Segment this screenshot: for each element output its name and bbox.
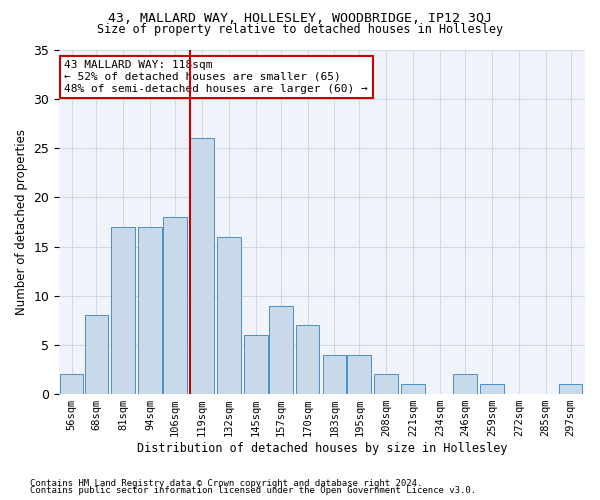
Text: 43, MALLARD WAY, HOLLESLEY, WOODBRIDGE, IP12 3QJ: 43, MALLARD WAY, HOLLESLEY, WOODBRIDGE, … (108, 12, 492, 26)
Bar (296, 326, 319, 394)
Y-axis label: Number of detached properties: Number of detached properties (15, 129, 28, 315)
Bar (85, 316, 109, 394)
Text: Contains public sector information licensed under the Open Government Licence v3: Contains public sector information licen… (30, 486, 476, 495)
Bar (453, 374, 477, 394)
Bar (323, 355, 346, 394)
Bar (59, 374, 83, 394)
X-axis label: Distribution of detached houses by size in Hollesley: Distribution of detached houses by size … (137, 442, 508, 455)
Bar (374, 374, 398, 394)
Bar (401, 384, 425, 394)
Text: Size of property relative to detached houses in Hollesley: Size of property relative to detached ho… (97, 22, 503, 36)
Bar (190, 138, 214, 394)
Bar (112, 227, 135, 394)
Bar (139, 227, 162, 394)
Bar (347, 355, 371, 394)
Bar (244, 335, 268, 394)
Bar (559, 384, 583, 394)
Bar (163, 217, 187, 394)
Text: 43 MALLARD WAY: 118sqm
← 52% of detached houses are smaller (65)
48% of semi-det: 43 MALLARD WAY: 118sqm ← 52% of detached… (64, 60, 368, 94)
Bar (217, 237, 241, 394)
Bar (269, 306, 293, 394)
Bar (480, 384, 504, 394)
Text: Contains HM Land Registry data © Crown copyright and database right 2024.: Contains HM Land Registry data © Crown c… (30, 478, 422, 488)
